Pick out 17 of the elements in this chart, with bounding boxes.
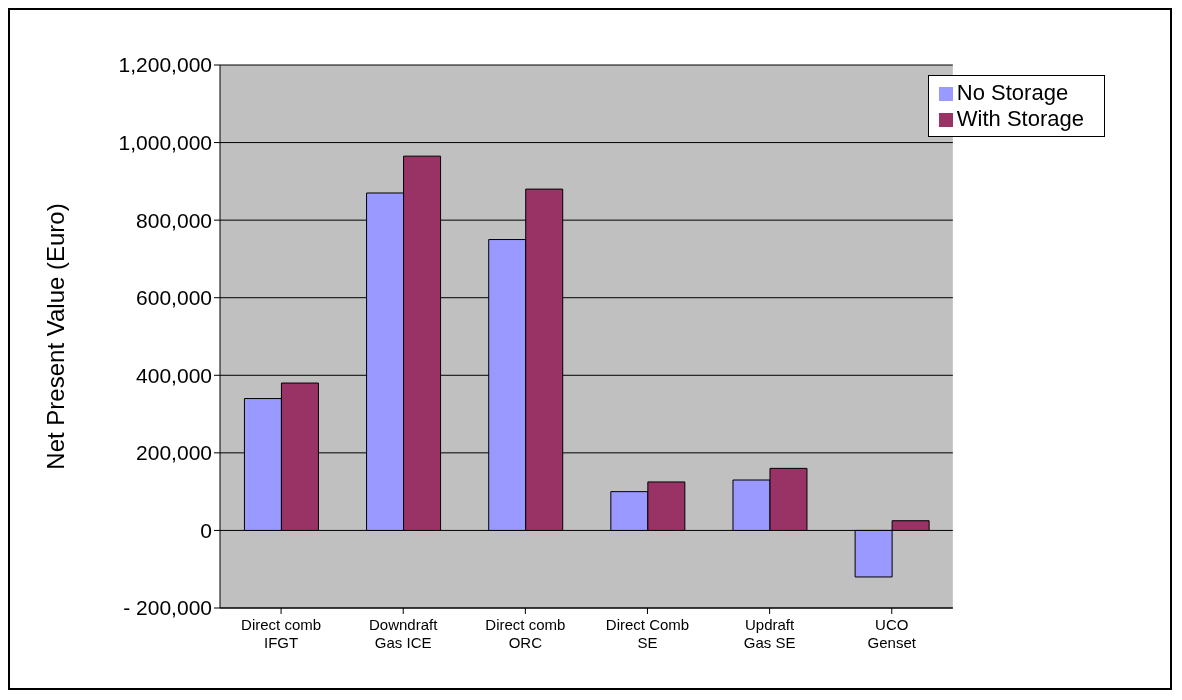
x-tick-label: Updraft Gas SE	[743, 616, 796, 651]
x-tick-label: Direct comb IFGT	[241, 616, 322, 651]
y-axis-title: Net Present Value (Euro)	[41, 203, 69, 470]
y-tick-label: 1,200,000	[118, 53, 212, 77]
y-tick-label: 200,000	[136, 441, 212, 465]
x-tick-label: UCO Genset	[867, 616, 917, 651]
y-tick-label: - 200,000	[123, 596, 212, 620]
y-tick-label: 800,000	[136, 208, 212, 232]
x-tick-label: Direct Comb SE	[605, 616, 690, 651]
y-tick-label: 1,000,000	[118, 131, 212, 155]
legend-label: With Storage	[956, 106, 1084, 131]
legend-label: No Storage	[956, 80, 1069, 105]
x-tick-label: Downdraft Gas ICE	[369, 616, 439, 651]
y-tick-label: 400,000	[136, 363, 212, 387]
y-tick-label: 600,000	[136, 286, 212, 310]
y-tick-label: 0	[200, 518, 212, 542]
x-tick-label: Direct comb ORC	[485, 616, 566, 651]
